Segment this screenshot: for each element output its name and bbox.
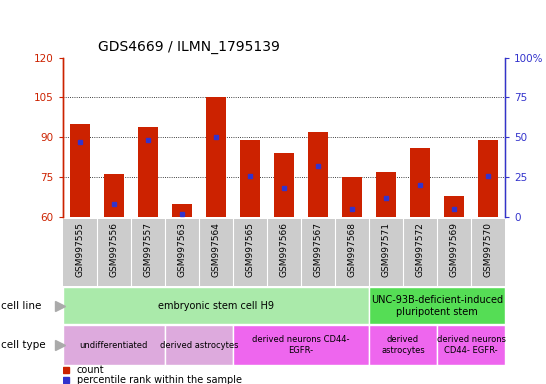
Bar bbox=[165, 325, 233, 365]
Text: GSM997569: GSM997569 bbox=[449, 222, 459, 277]
Bar bbox=[63, 325, 165, 365]
Text: derived neurons CD44-
EGFR-: derived neurons CD44- EGFR- bbox=[252, 335, 349, 355]
Text: GSM997568: GSM997568 bbox=[347, 222, 357, 277]
Bar bbox=[233, 325, 369, 365]
Bar bbox=[69, 124, 90, 217]
Text: embryonic stem cell H9: embryonic stem cell H9 bbox=[158, 301, 274, 311]
Bar bbox=[369, 325, 437, 365]
Text: GSM997572: GSM997572 bbox=[416, 222, 424, 277]
Text: GSM997566: GSM997566 bbox=[280, 222, 288, 277]
Bar bbox=[274, 153, 294, 217]
Bar bbox=[369, 287, 505, 324]
Text: cell line: cell line bbox=[1, 301, 41, 311]
Bar bbox=[342, 177, 362, 217]
Bar bbox=[63, 287, 369, 324]
Bar bbox=[410, 148, 430, 217]
Text: GSM997565: GSM997565 bbox=[245, 222, 254, 277]
Text: count: count bbox=[77, 365, 104, 375]
Bar bbox=[444, 196, 464, 217]
Bar bbox=[171, 204, 192, 217]
Bar bbox=[240, 140, 260, 217]
Text: GSM997557: GSM997557 bbox=[144, 222, 152, 277]
Bar bbox=[206, 98, 226, 217]
Text: GDS4669 / ILMN_1795139: GDS4669 / ILMN_1795139 bbox=[98, 40, 280, 54]
Bar bbox=[478, 140, 498, 217]
Bar bbox=[308, 132, 328, 217]
Bar bbox=[437, 325, 505, 365]
Text: cell type: cell type bbox=[1, 340, 45, 350]
Text: GSM997555: GSM997555 bbox=[75, 222, 84, 277]
Text: derived
astrocytes: derived astrocytes bbox=[381, 335, 425, 355]
Text: GSM997563: GSM997563 bbox=[177, 222, 186, 277]
Text: GSM997567: GSM997567 bbox=[313, 222, 323, 277]
Text: GSM997556: GSM997556 bbox=[109, 222, 118, 277]
Text: GSM997571: GSM997571 bbox=[382, 222, 390, 277]
Text: derived astrocytes: derived astrocytes bbox=[159, 341, 238, 349]
Text: derived neurons
CD44- EGFR-: derived neurons CD44- EGFR- bbox=[437, 335, 506, 355]
Text: GSM997564: GSM997564 bbox=[211, 222, 221, 277]
Text: percentile rank within the sample: percentile rank within the sample bbox=[77, 375, 242, 384]
Text: GSM997570: GSM997570 bbox=[484, 222, 492, 277]
Bar bbox=[104, 174, 124, 217]
Bar bbox=[138, 127, 158, 217]
Text: undifferentiated: undifferentiated bbox=[80, 341, 148, 349]
Bar bbox=[376, 172, 396, 217]
Text: UNC-93B-deficient-induced
pluripotent stem: UNC-93B-deficient-induced pluripotent st… bbox=[371, 295, 503, 317]
